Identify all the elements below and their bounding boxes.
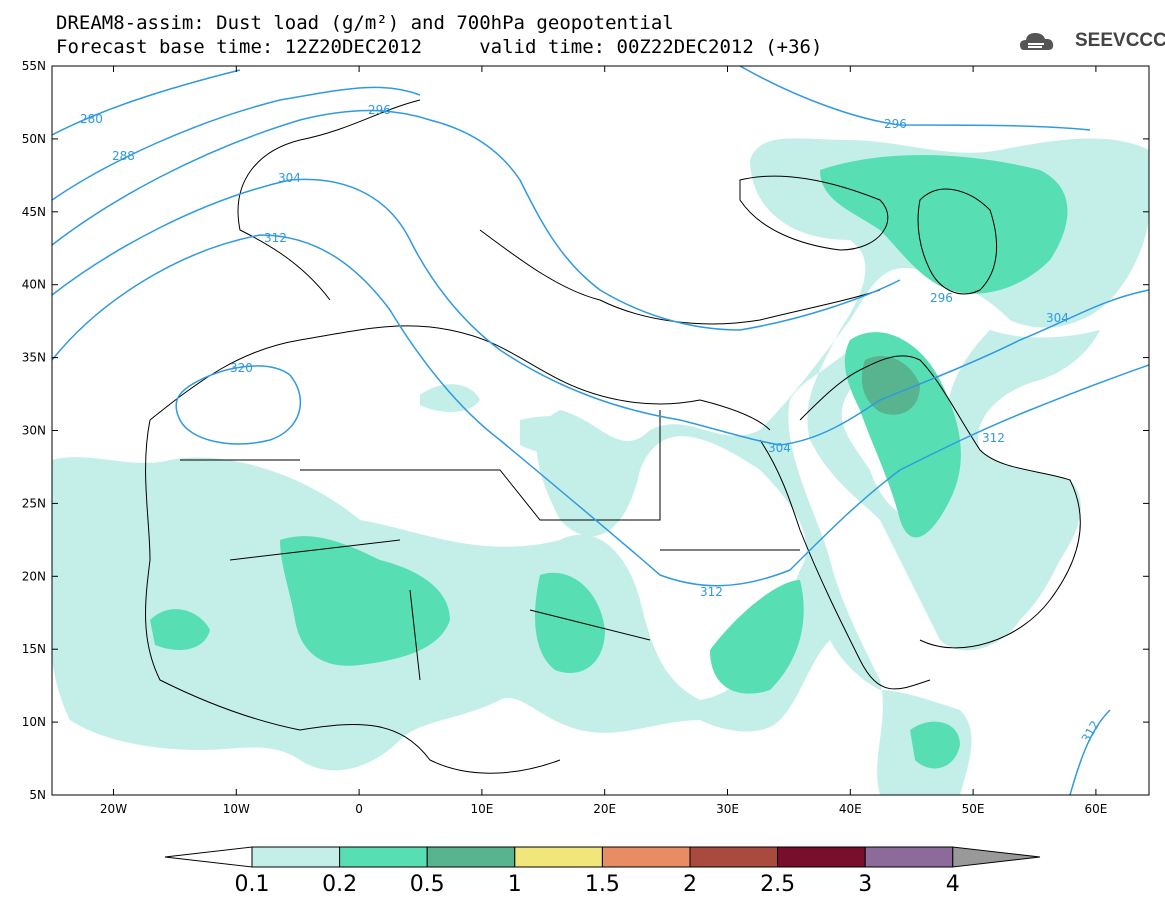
west-africa-coast — [145, 419, 561, 774]
lon-label: 10W — [223, 802, 250, 816]
lat-label: 10N — [22, 715, 46, 729]
colorbar-segment — [514, 846, 603, 868]
lat-label: 30N — [22, 424, 46, 438]
contour-labels: 280 288 296 296 304 312 320 296 304 304 … — [80, 103, 1102, 745]
lon-label: 10E — [470, 802, 493, 816]
colorbar-segment — [339, 846, 428, 868]
contour-label: 288 — [112, 149, 135, 163]
dust-area-medium-caspian — [820, 155, 1068, 294]
caspian-sea — [917, 188, 998, 295]
dust-area-medium-senegal — [150, 609, 210, 650]
contour-label: 312 — [264, 231, 287, 245]
longitude-axis: 20W 10W 0 10E 20E 30E 40E 50E 60E — [100, 66, 1107, 816]
contour-label: 280 — [80, 112, 103, 126]
dust-area-light-north — [420, 384, 480, 412]
contour-label: 304 — [278, 171, 301, 185]
lat-label: 45N — [22, 205, 46, 219]
contour-label: 312 — [1079, 718, 1103, 745]
iberia-coast — [237, 99, 421, 301]
contour-label: 296 — [884, 117, 907, 131]
colorbar-label: 3 — [858, 872, 872, 897]
colorbar-label: 2 — [683, 872, 697, 897]
colorbar-low-arrow — [164, 846, 253, 868]
forecast-time-line: Forecast base time: 12Z20DEC2012 valid t… — [56, 36, 823, 58]
contour-320 — [175, 365, 301, 445]
contour-280 — [52, 69, 241, 136]
contour-label: 312 — [982, 431, 1005, 445]
lat-label: 50N — [22, 132, 46, 146]
contour-label: 304 — [768, 441, 791, 455]
contour-312-south — [1069, 709, 1111, 795]
lon-label: 40E — [839, 802, 862, 816]
contour-label: 296 — [368, 103, 391, 117]
contour-label: 304 — [1046, 311, 1069, 325]
colorbar-label: 4 — [946, 872, 960, 897]
lon-label: 20E — [593, 802, 616, 816]
lon-label: 0 — [355, 802, 363, 816]
lat-label: 5N — [29, 788, 46, 802]
geopotential-contours — [52, 66, 1149, 795]
lat-label: 20N — [22, 569, 46, 583]
colorbar-segment — [864, 846, 954, 868]
med-north-coast — [479, 229, 881, 325]
arabia-coast — [799, 355, 1081, 649]
contour-296-east — [739, 66, 1091, 131]
contour-312-main — [52, 234, 1149, 587]
cloud-icon — [1020, 33, 1054, 50]
black-sea — [739, 175, 889, 251]
dust-area-medium-somalia — [910, 721, 960, 769]
dust-area-dense-iraq — [861, 356, 920, 415]
colorbar-segment — [689, 846, 779, 868]
colorbar-segment — [777, 846, 866, 868]
dust-area-medium-sudan — [710, 580, 804, 694]
latitude-axis: 55N 50N 45N 40N 35N 30N 25N 20N 15N 10N 5N — [22, 59, 1149, 802]
lat-label: 35N — [22, 351, 46, 365]
colorbar-label: 1 — [508, 872, 522, 897]
contour-288 — [52, 86, 421, 201]
dust-fields — [52, 138, 1149, 795]
lon-label: 20W — [100, 802, 127, 816]
colorbar: 0.1 0.2 0.5 1 1.5 2 2.5 3 4 — [164, 846, 1041, 897]
colorbar-segment — [426, 846, 516, 868]
lon-label: 60E — [1084, 802, 1107, 816]
colorbar-label: 2.5 — [760, 872, 795, 897]
map-title: DREAM8-assim: Dust load (g/m²) and 700hP… — [56, 12, 674, 34]
contour-label: 320 — [230, 361, 253, 375]
lat-label: 55N — [22, 59, 46, 73]
contour-label: 296 — [930, 291, 953, 305]
north-africa-coast — [149, 325, 771, 431]
seevccc-logo: SEEVCCC — [1075, 30, 1165, 51]
colorbar-label: 1.5 — [585, 872, 620, 897]
dust-area-medium-chad — [535, 572, 605, 674]
colorbar-segment — [601, 846, 691, 868]
borders — [180, 410, 800, 681]
lat-label: 15N — [22, 642, 46, 656]
colorbar-segment — [251, 846, 341, 868]
colorbar-label: 0.1 — [235, 872, 270, 897]
dust-area-medium-iraq — [844, 332, 961, 538]
lat-label: 40N — [22, 278, 46, 292]
colorbar-high-arrow — [952, 846, 1041, 868]
lon-label: 30E — [716, 802, 739, 816]
colorbar-label: 0.5 — [410, 872, 445, 897]
contour-label: 312 — [700, 585, 723, 599]
colorbar-label: 0.2 — [322, 872, 357, 897]
contour-304 — [52, 178, 1149, 446]
lon-label: 50E — [962, 802, 985, 816]
lat-label: 25N — [22, 496, 46, 510]
dust-area-light-libya — [520, 416, 600, 456]
dust-area-medium-sahara — [280, 536, 450, 666]
contour-296 — [52, 109, 901, 331]
red-sea-coast — [759, 439, 931, 690]
